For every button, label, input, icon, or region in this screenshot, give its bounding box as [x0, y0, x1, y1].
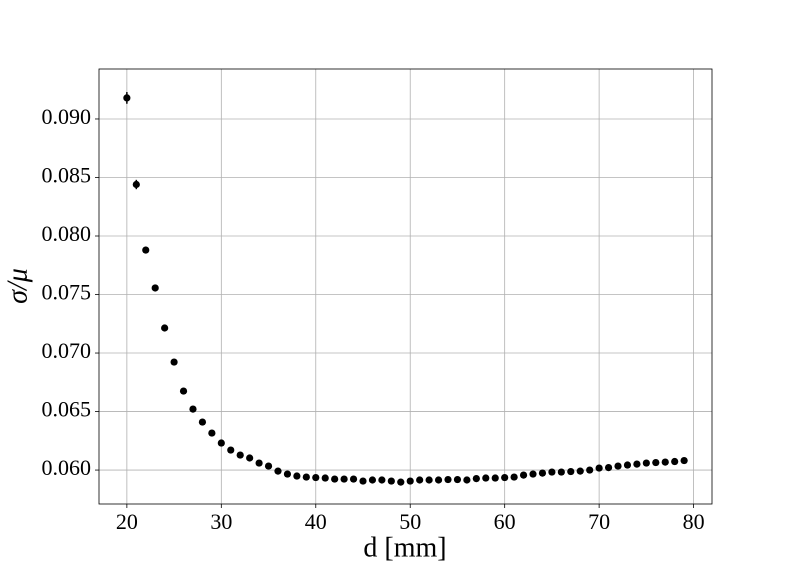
point — [161, 324, 169, 332]
point — [170, 358, 178, 366]
x-tick-label: 60 — [494, 509, 516, 534]
point — [340, 475, 348, 483]
point — [189, 405, 197, 413]
point — [623, 461, 632, 469]
point — [378, 476, 386, 484]
point — [331, 475, 339, 483]
point — [293, 472, 301, 480]
point — [434, 476, 443, 484]
point — [652, 458, 660, 467]
point — [217, 439, 225, 447]
x-tick-label: 30 — [210, 509, 232, 534]
point — [123, 94, 131, 102]
point — [368, 476, 377, 484]
point — [349, 475, 358, 483]
point — [416, 476, 424, 484]
point — [132, 180, 140, 189]
point — [586, 466, 594, 474]
point — [567, 467, 575, 476]
y-axis-label: σ/μ — [2, 268, 33, 304]
point — [255, 459, 263, 467]
point — [529, 470, 537, 478]
point — [246, 454, 254, 462]
point — [595, 464, 603, 472]
x-tick-label: 20 — [116, 509, 138, 534]
y-tick-label: 0.090 — [42, 104, 92, 129]
point — [453, 475, 462, 484]
point — [444, 475, 452, 484]
y-tick-label: 0.070 — [42, 338, 92, 363]
y-tick-label: 0.085 — [42, 163, 92, 188]
point — [406, 477, 414, 485]
point — [671, 457, 679, 466]
point — [321, 474, 329, 482]
y-tick-label: 0.060 — [42, 455, 92, 480]
x-axis-label: d [mm] — [363, 532, 446, 563]
point — [614, 462, 622, 470]
point — [463, 476, 471, 484]
point — [510, 473, 518, 481]
plot-frame — [98, 68, 713, 505]
point — [264, 462, 273, 470]
point — [198, 418, 207, 426]
point — [642, 459, 650, 467]
point — [557, 468, 565, 476]
point — [208, 429, 216, 437]
point — [519, 471, 528, 479]
x-tick-label: 50 — [399, 509, 421, 534]
point — [397, 478, 405, 486]
point — [179, 387, 188, 395]
point — [274, 467, 282, 475]
point — [283, 470, 292, 478]
point — [472, 475, 480, 483]
point — [633, 460, 641, 468]
x-tick-label: 80 — [683, 509, 705, 534]
point — [142, 246, 150, 254]
point — [538, 469, 547, 477]
point — [302, 473, 310, 481]
point — [151, 284, 159, 292]
point — [680, 456, 688, 465]
point — [312, 473, 320, 482]
point — [482, 474, 490, 482]
point — [227, 446, 235, 454]
point — [548, 468, 556, 476]
point — [661, 458, 669, 466]
x-tick-label: 70 — [588, 509, 610, 534]
point — [387, 477, 395, 485]
point — [576, 467, 584, 475]
point — [491, 474, 499, 482]
x-tick-label: 40 — [305, 509, 327, 534]
point — [425, 476, 433, 484]
point — [501, 473, 509, 482]
point — [604, 464, 613, 472]
y-tick-label: 0.075 — [42, 280, 92, 305]
y-tick-label: 0.080 — [42, 221, 92, 246]
y-tick-label: 0.065 — [42, 397, 92, 422]
point — [359, 477, 367, 485]
point — [236, 451, 244, 459]
